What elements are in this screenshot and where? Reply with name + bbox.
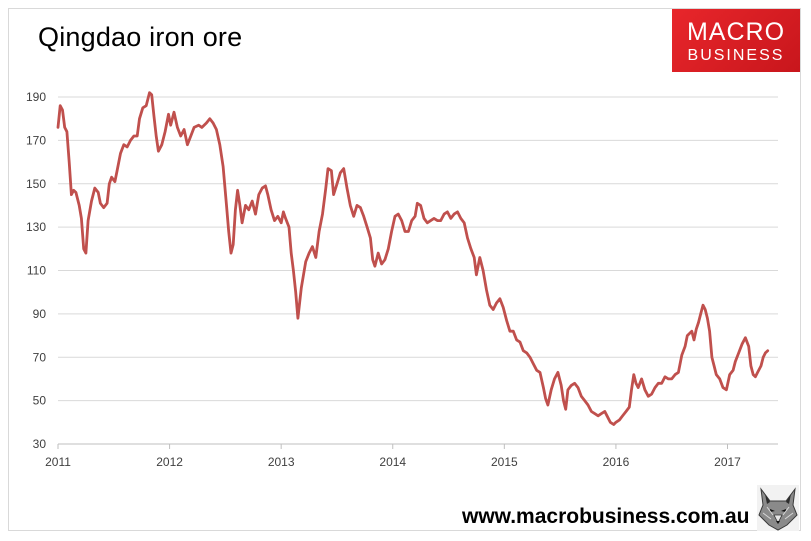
macrobusiness-logo[interactable]: MACRO BUSINESS: [672, 9, 800, 72]
y-tick-label: 90: [33, 307, 47, 321]
series-group: [56, 91, 770, 426]
x-tick-label: 2017: [714, 455, 741, 469]
y-tick-label: 130: [26, 220, 46, 234]
x-tick-label: 2011: [45, 455, 71, 469]
y-tick-label: 150: [26, 177, 46, 191]
y-tick-label: 110: [27, 264, 46, 278]
y-tick-label: 170: [26, 133, 46, 147]
gridlines: [58, 96, 778, 445]
y-tick-label: 50: [33, 394, 47, 408]
logo-line-2: BUSINESS: [687, 47, 785, 64]
x-axis: 2011 2012 2013 2014 2015 2016 2017: [45, 444, 741, 469]
x-tick-label: 2016: [603, 455, 630, 469]
chart-title: Qingdao iron ore: [38, 22, 243, 52]
series-line-iron-ore: [56, 91, 770, 426]
x-tick-label: 2012: [156, 455, 183, 469]
y-tick-label: 30: [33, 437, 47, 451]
wolf-icon: [757, 485, 799, 531]
x-tick-label: 2013: [268, 455, 295, 469]
y-tick-label: 70: [33, 350, 47, 364]
logo-line-1: MACRO: [686, 18, 786, 46]
y-axis-ticks: 30 50 70 90 110 130 150 170 190: [26, 90, 46, 451]
y-tick-label: 190: [26, 90, 46, 104]
x-tick-label: 2014: [379, 455, 406, 469]
x-tick-label: 2015: [491, 455, 518, 469]
website-url[interactable]: www.macrobusiness.com.au: [462, 505, 750, 528]
